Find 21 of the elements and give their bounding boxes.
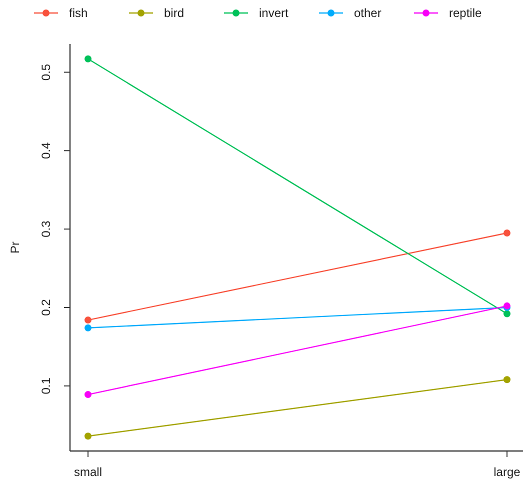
y-axis-title: Pr xyxy=(8,241,22,254)
point xyxy=(84,55,92,62)
point xyxy=(503,229,510,236)
y-tick-label: 0.4 xyxy=(39,142,53,159)
legend-label: bird xyxy=(164,6,184,20)
y-tick-label: 0.2 xyxy=(39,298,53,316)
point xyxy=(84,391,92,398)
legend-label: fish xyxy=(69,6,88,20)
legend-label: reptile xyxy=(449,6,482,20)
legend-label: invert xyxy=(259,6,290,20)
y-tick-label: 0.3 xyxy=(39,220,53,238)
point xyxy=(503,310,510,318)
x-tick-label: small xyxy=(74,465,102,479)
point xyxy=(503,376,510,384)
y-tick-label: 0.5 xyxy=(39,64,53,81)
legend-label: other xyxy=(354,6,382,20)
point xyxy=(84,316,92,324)
x-tick-label: large xyxy=(494,465,521,479)
point xyxy=(84,432,92,440)
point xyxy=(84,324,92,332)
y-tick-label: 0.1 xyxy=(39,377,53,394)
